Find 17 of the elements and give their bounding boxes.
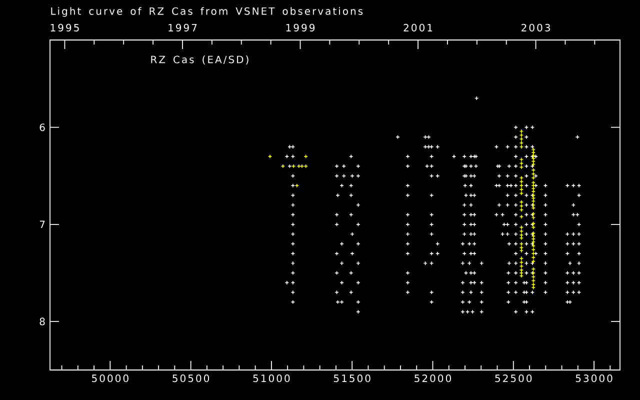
x-tick-label: 51500 — [334, 374, 370, 382]
y-tick-label: 7 — [40, 220, 45, 228]
y-tick-label: 8 — [40, 318, 45, 326]
x-tick-label: 53000 — [576, 374, 612, 382]
x-tick-label: 51000 — [253, 374, 290, 382]
chart-title: Light curve of RZ Cas from VSNET observations — [51, 7, 363, 17]
x-tick-label: 52000 — [414, 374, 451, 382]
x2-tick-label: 1997 — [168, 24, 197, 32]
x-tick-label: 50500 — [172, 374, 210, 382]
y-tick-label: 6 — [40, 124, 45, 132]
x-tick-label: 52500 — [495, 374, 532, 382]
x-tick-label: 50000 — [92, 374, 128, 382]
x2-tick-label: 1999 — [286, 24, 315, 32]
x2-tick-label: 2003 — [522, 24, 550, 32]
annotation: RZ Cas (EA/SD) — [151, 56, 248, 64]
x2-tick-label: 1995 — [50, 24, 79, 32]
x2-tick-label: 2001 — [404, 24, 432, 32]
